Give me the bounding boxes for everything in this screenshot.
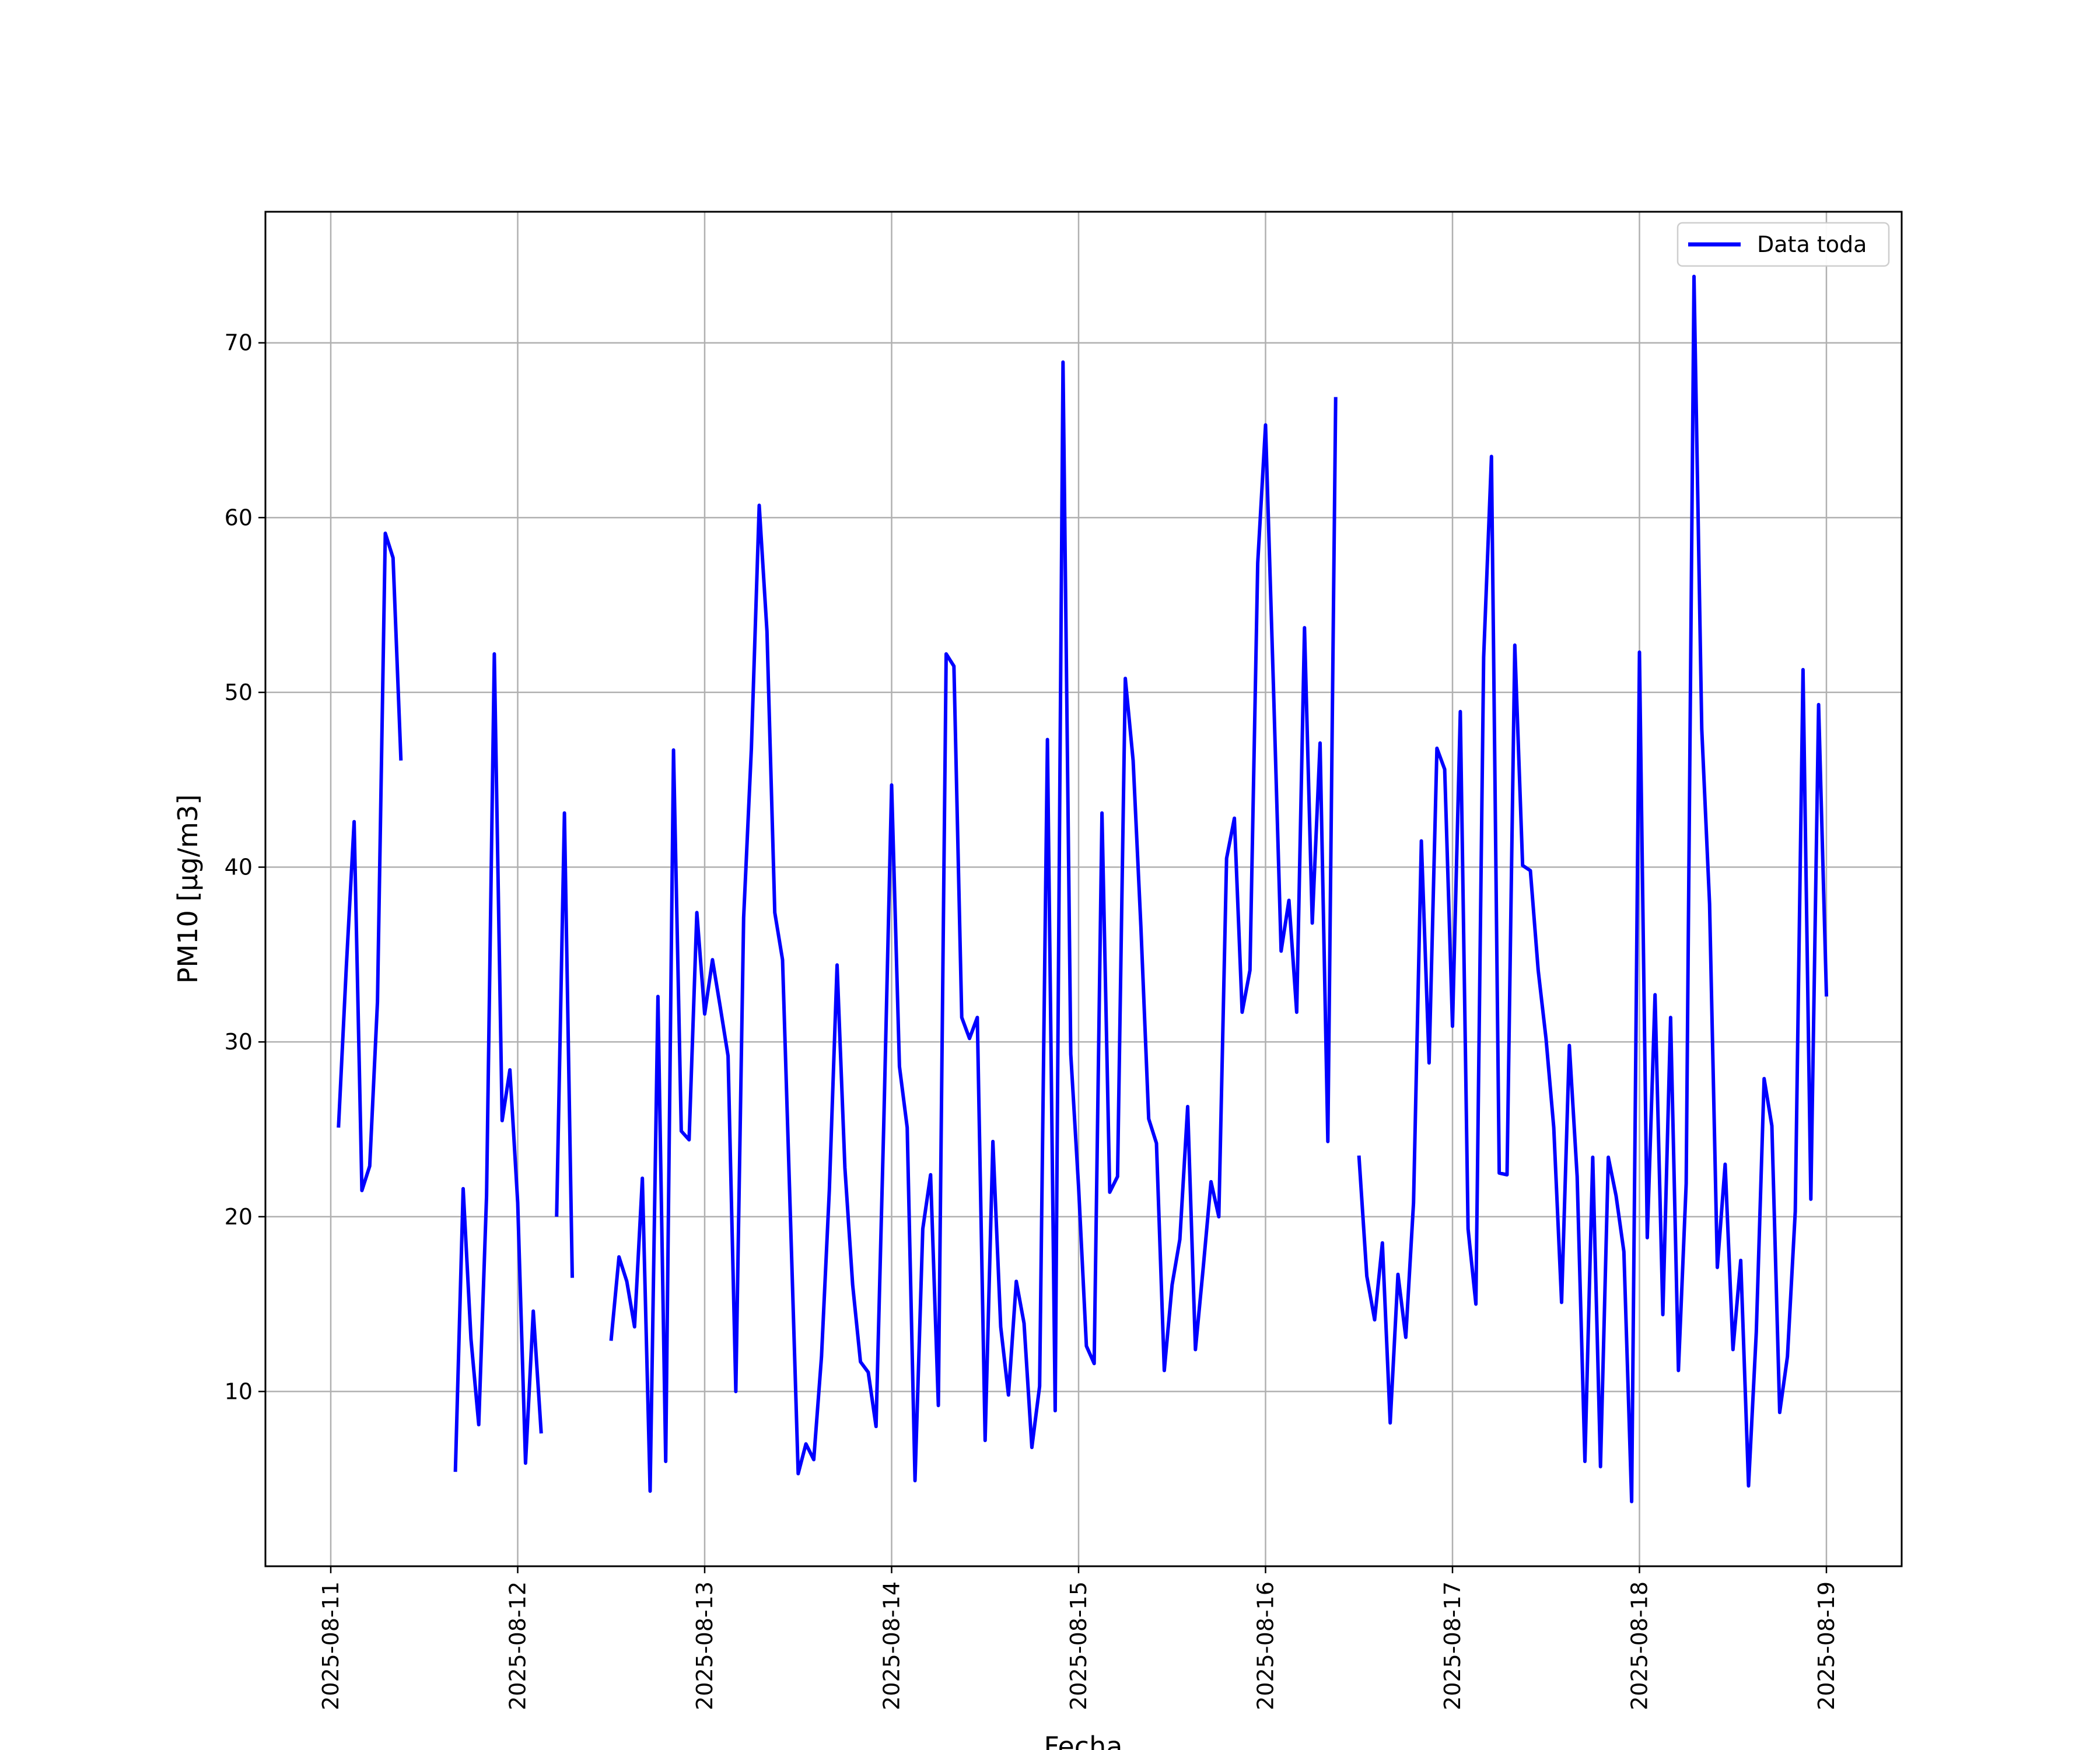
x-tick-label: 2025-08-12 xyxy=(505,1581,531,1710)
series-line-data-toda xyxy=(337,274,1829,1504)
x-tick-label: 2025-08-17 xyxy=(1440,1581,1465,1710)
x-tick-label: 2025-08-15 xyxy=(1066,1581,1091,1710)
x-tick-label: 2025-08-14 xyxy=(879,1581,905,1710)
y-tick-label: 10 xyxy=(225,1378,253,1404)
y-tick-label: 30 xyxy=(225,1029,253,1055)
plot-frame xyxy=(264,211,1903,1567)
x-axis-ticks: 2025-08-11 2025-08-12 2025-08-13 2025-08-14… xyxy=(318,1566,1839,1710)
x-tick-label: 2025-08-16 xyxy=(1253,1581,1279,1710)
legend: Data toda xyxy=(1676,222,1890,267)
legend-label: Data toda xyxy=(1757,232,1867,257)
x-tick-label: 2025-08-19 xyxy=(1814,1581,1839,1710)
y-tick-label: 60 xyxy=(225,505,253,530)
x-tick-label: 2025-08-13 xyxy=(692,1581,718,1710)
series-layer xyxy=(337,274,1829,1504)
x-axis-label: Fecha xyxy=(1044,1731,1123,1750)
y-tick-label: 70 xyxy=(225,330,253,356)
y-tick-label: 20 xyxy=(225,1204,253,1230)
legend-box xyxy=(1676,222,1890,267)
x-tick-label: 2025-08-18 xyxy=(1627,1581,1653,1710)
x-tick-label: 2025-08-11 xyxy=(318,1581,344,1710)
y-tick-label: 40 xyxy=(225,855,253,880)
y-axis-ticks: 10 20 30 40 50 60 70 xyxy=(225,330,265,1404)
y-axis-label: PM10 [μg/m3] xyxy=(172,794,204,984)
y-tick-label: 50 xyxy=(225,680,253,705)
